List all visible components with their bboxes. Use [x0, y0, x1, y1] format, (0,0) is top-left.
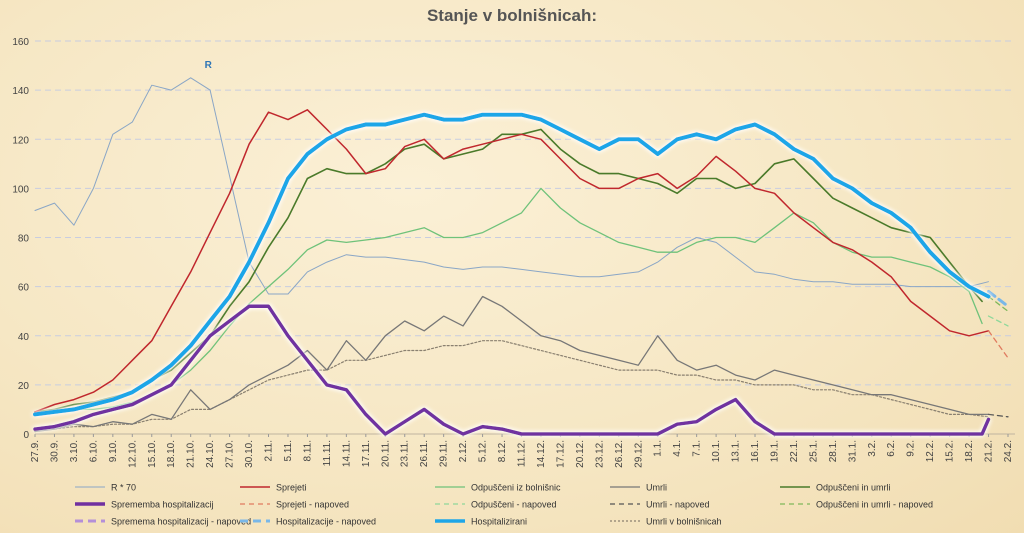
x-tick-label: 20.11.: [380, 440, 391, 467]
x-tick-label: 27.9.: [30, 440, 41, 462]
y-axis: 0 20 40 60 80 100 120 140 160: [12, 37, 29, 441]
x-tick-label: 9.10.: [108, 440, 119, 462]
x-tick-label: 12.2.: [925, 440, 936, 462]
x-tick-label: 5.12.: [478, 440, 489, 462]
x-tick-label: 24.2.: [1003, 440, 1014, 462]
y-tick-label: 160: [12, 37, 29, 48]
legend-label: Odpuščeni in umrli - napoved: [816, 500, 933, 510]
x-tick-label: 1.1.: [653, 440, 664, 457]
x-tick-label: 9.2.: [906, 440, 917, 457]
legend-label: Odpuščeni iz bolnišnic: [471, 483, 561, 493]
y-tick-label: 120: [12, 135, 29, 146]
x-tick-label: 12.10.: [127, 440, 138, 468]
y-tick-label: 140: [12, 86, 29, 97]
x-tick-label: 14.12.: [536, 440, 547, 468]
legend-label: Odpuščeni in umrli: [816, 483, 891, 493]
x-tick-label: 20.12.: [575, 440, 586, 468]
x-tick-label: 18.10.: [166, 440, 177, 468]
x-tick-label: 3.2.: [867, 440, 878, 457]
series-line-9: [33, 304, 991, 436]
x-tick-label: 11.12.: [517, 440, 528, 467]
legend-label: R * 70: [111, 483, 136, 493]
series-line-4: [987, 315, 1009, 327]
y-tick-label: 100: [12, 184, 29, 195]
series-line-1: [34, 109, 990, 413]
series-line-12: [33, 112, 991, 417]
x-tick-label: 4.1.: [672, 440, 683, 457]
y-tick-label: 0: [23, 430, 29, 441]
x-tick-label: 29.12.: [633, 440, 644, 468]
x-tick-label: 29.11.: [439, 440, 450, 467]
legend: R * 70 Sprejeti Odpuščeni iz bolnišnic Umrl…: [75, 483, 933, 527]
x-tick-label: 6.2.: [886, 440, 897, 457]
x-tick-label: 8.12.: [497, 440, 508, 462]
series-line-0: [34, 77, 989, 295]
y-tick-label: 20: [18, 381, 30, 392]
series-line-11: [987, 290, 1010, 308]
x-tick-label: 31.1.: [847, 440, 858, 462]
legend-label: Hospitalizirani: [471, 517, 527, 527]
series-line-5: [34, 295, 990, 433]
legend-label: Sprejeti - napoved: [276, 500, 349, 510]
y-tick-label: 60: [18, 283, 30, 294]
x-tick-label: 3.10.: [69, 440, 80, 462]
series-line-7: [34, 128, 983, 413]
x-tick-label: 13.1.: [731, 440, 742, 462]
legend-label: Umrli v bolnišnicah: [646, 517, 722, 527]
x-tick-label: 27.10.: [225, 440, 236, 468]
x-tick-label: 23.12.: [594, 440, 605, 468]
legend-label: Odpuščeni - napoved: [471, 500, 557, 510]
x-axis: 27.9. 30.9. 3.10. 6.10. 9.10. 12.10. 15.10. 18.…: [30, 434, 1014, 468]
chart-title: Stanje v bolnišnicah:: [426, 6, 598, 25]
legend-label: Hospitalizacije - napoved: [276, 517, 376, 527]
x-tick-label: 26.11.: [419, 440, 430, 467]
y-tick-label: 80: [18, 234, 30, 245]
x-tick-label: 21.10.: [186, 440, 197, 468]
legend-label: Umrli - napoved: [646, 500, 710, 510]
series-line-13: [34, 340, 990, 433]
series-line-3: [34, 187, 983, 416]
x-tick-label: 25.1.: [808, 440, 819, 462]
x-tick-label: 17.11.: [361, 440, 372, 467]
x-tick-label: 2.12.: [458, 440, 469, 462]
x-tick-label: 26.12.: [614, 440, 625, 468]
x-tick-label: 14.11.: [341, 440, 352, 467]
x-tick-label: 16.1.: [750, 440, 761, 462]
x-tick-label: 19.1.: [769, 440, 780, 462]
series-layer: [33, 77, 1010, 436]
x-tick-label: 22.1.: [789, 440, 800, 462]
x-tick-label: 28.1.: [828, 440, 839, 462]
series-line-6: [987, 413, 1009, 418]
y-tick-label: 40: [18, 332, 30, 343]
x-tick-label: 2.11.: [264, 440, 275, 462]
x-tick-label: 10.1.: [711, 440, 722, 462]
x-tick-label: 5.11.: [283, 440, 294, 462]
series-line-8: [987, 295, 1009, 312]
x-tick-label: 8.11.: [302, 440, 313, 462]
x-tick-label: 30.9.: [49, 440, 60, 462]
legend-label: Spremema hospitalizacij - napoved: [111, 517, 251, 527]
x-tick-label: 6.10.: [88, 440, 99, 462]
legend-label: Umrli: [646, 483, 667, 493]
x-tick-label: 23.11.: [400, 440, 411, 467]
x-tick-label: 17.12.: [555, 440, 566, 468]
x-tick-label: 24.10.: [205, 440, 216, 468]
series-line-2: [987, 330, 1009, 359]
legend-label: Sprememba hospitalizacij: [111, 500, 214, 510]
x-tick-label: 21.2.: [984, 440, 995, 462]
x-tick-label: 15.10.: [147, 440, 158, 468]
x-tick-label: 15.2.: [945, 440, 956, 462]
x-tick-label: 11.11.: [322, 440, 333, 466]
r-annotation: R: [205, 60, 213, 71]
grid: [35, 40, 1015, 435]
x-tick-label: 7.1.: [692, 440, 703, 457]
x-tick-label: 18.2.: [964, 440, 975, 462]
x-tick-label: 30.10.: [244, 440, 255, 468]
legend-label: Sprejeti: [276, 483, 307, 493]
